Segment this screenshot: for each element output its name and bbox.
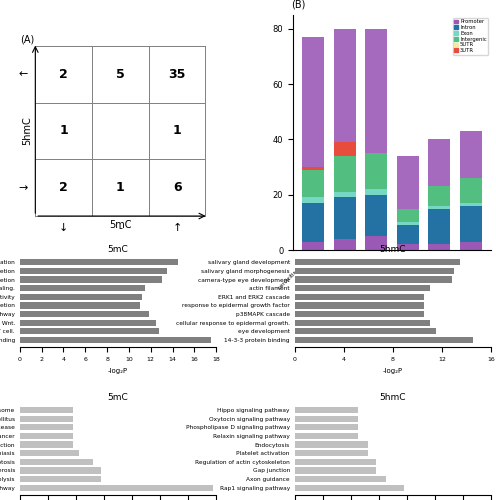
Bar xyxy=(295,294,424,300)
Bar xyxy=(20,259,178,266)
Title: 5hmC: 5hmC xyxy=(379,245,406,254)
Bar xyxy=(20,468,101,473)
Text: 1: 1 xyxy=(116,181,125,194)
Bar xyxy=(302,198,324,203)
Bar xyxy=(397,244,419,250)
Bar xyxy=(20,424,73,430)
Text: (A): (A) xyxy=(20,34,34,44)
Bar xyxy=(295,476,386,482)
Bar xyxy=(397,222,419,225)
Bar xyxy=(295,407,358,413)
Bar xyxy=(365,29,387,153)
Bar xyxy=(334,239,356,250)
Bar xyxy=(20,285,145,291)
Bar xyxy=(460,242,482,250)
Text: .: . xyxy=(24,126,28,136)
Bar xyxy=(295,442,368,448)
Text: 5hmC: 5hmC xyxy=(332,328,357,336)
Bar xyxy=(20,476,101,482)
Bar xyxy=(20,328,159,334)
Text: -: - xyxy=(119,224,123,234)
Bar xyxy=(365,236,387,250)
Bar xyxy=(295,320,430,326)
Bar xyxy=(302,203,324,241)
Text: 5hmC: 5hmC xyxy=(22,116,32,146)
Title: 5mC: 5mC xyxy=(108,245,128,254)
Text: →: → xyxy=(18,182,28,192)
Bar xyxy=(460,178,482,203)
Bar xyxy=(295,328,436,334)
Text: ←: ← xyxy=(18,69,28,79)
Bar xyxy=(20,442,73,448)
Bar xyxy=(20,459,93,465)
Text: (B): (B) xyxy=(291,0,306,10)
Bar xyxy=(295,268,454,274)
Bar xyxy=(20,268,167,274)
Bar xyxy=(20,320,156,326)
Bar xyxy=(295,484,404,491)
Bar xyxy=(302,37,324,167)
Bar xyxy=(334,192,356,198)
Bar xyxy=(295,285,430,291)
Text: 2: 2 xyxy=(60,68,68,80)
Title: 5mC: 5mC xyxy=(108,393,128,402)
Bar xyxy=(460,206,482,242)
Bar xyxy=(334,198,356,239)
Bar xyxy=(20,416,73,422)
Bar xyxy=(295,276,452,282)
Text: ↑: ↑ xyxy=(173,224,182,234)
Text: 5: 5 xyxy=(116,68,125,80)
Bar xyxy=(295,433,358,439)
Bar xyxy=(295,468,376,473)
Text: 5mC: 5mC xyxy=(109,220,131,230)
Bar xyxy=(334,156,356,192)
Bar xyxy=(365,153,387,189)
Bar xyxy=(429,140,450,186)
Bar xyxy=(20,294,142,300)
Bar xyxy=(397,225,419,244)
Bar xyxy=(460,131,482,178)
Bar xyxy=(302,167,324,170)
Bar xyxy=(302,170,324,198)
Bar xyxy=(429,244,450,250)
Text: 35: 35 xyxy=(169,68,186,80)
Legend: Promoter, Intron, Exon, Intergenic, 5UTR, 3UTR: Promoter, Intron, Exon, Intergenic, 5UTR… xyxy=(453,18,489,55)
Bar xyxy=(429,206,450,208)
Bar xyxy=(20,433,73,439)
Bar xyxy=(295,311,424,317)
Text: 6: 6 xyxy=(173,181,182,194)
Bar xyxy=(397,208,419,222)
Bar xyxy=(460,203,482,206)
X-axis label: -log₂P: -log₂P xyxy=(383,368,403,374)
Bar xyxy=(295,450,368,456)
Bar xyxy=(365,194,387,236)
Text: 2: 2 xyxy=(60,181,68,194)
Bar xyxy=(295,424,358,430)
Bar xyxy=(20,302,140,308)
Bar xyxy=(20,337,211,343)
Bar xyxy=(20,276,162,282)
Bar xyxy=(20,484,213,491)
Bar xyxy=(295,459,376,465)
Bar xyxy=(302,242,324,250)
Bar xyxy=(295,337,473,343)
Text: 1: 1 xyxy=(60,124,68,138)
Bar xyxy=(295,416,358,422)
Text: ↓: ↓ xyxy=(59,224,68,234)
Bar xyxy=(295,259,460,266)
Bar xyxy=(295,302,424,308)
X-axis label: -log₂P: -log₂P xyxy=(108,368,128,374)
Text: 5mC: 5mC xyxy=(430,328,449,336)
Bar xyxy=(429,208,450,244)
Bar xyxy=(334,29,356,142)
Bar xyxy=(365,189,387,194)
Bar xyxy=(397,156,419,208)
Title: 5hmC: 5hmC xyxy=(379,393,406,402)
Bar xyxy=(429,186,450,206)
Bar xyxy=(334,142,356,156)
Bar xyxy=(20,311,148,317)
Bar xyxy=(20,407,73,413)
Bar xyxy=(20,450,79,456)
Text: 1: 1 xyxy=(173,124,182,138)
